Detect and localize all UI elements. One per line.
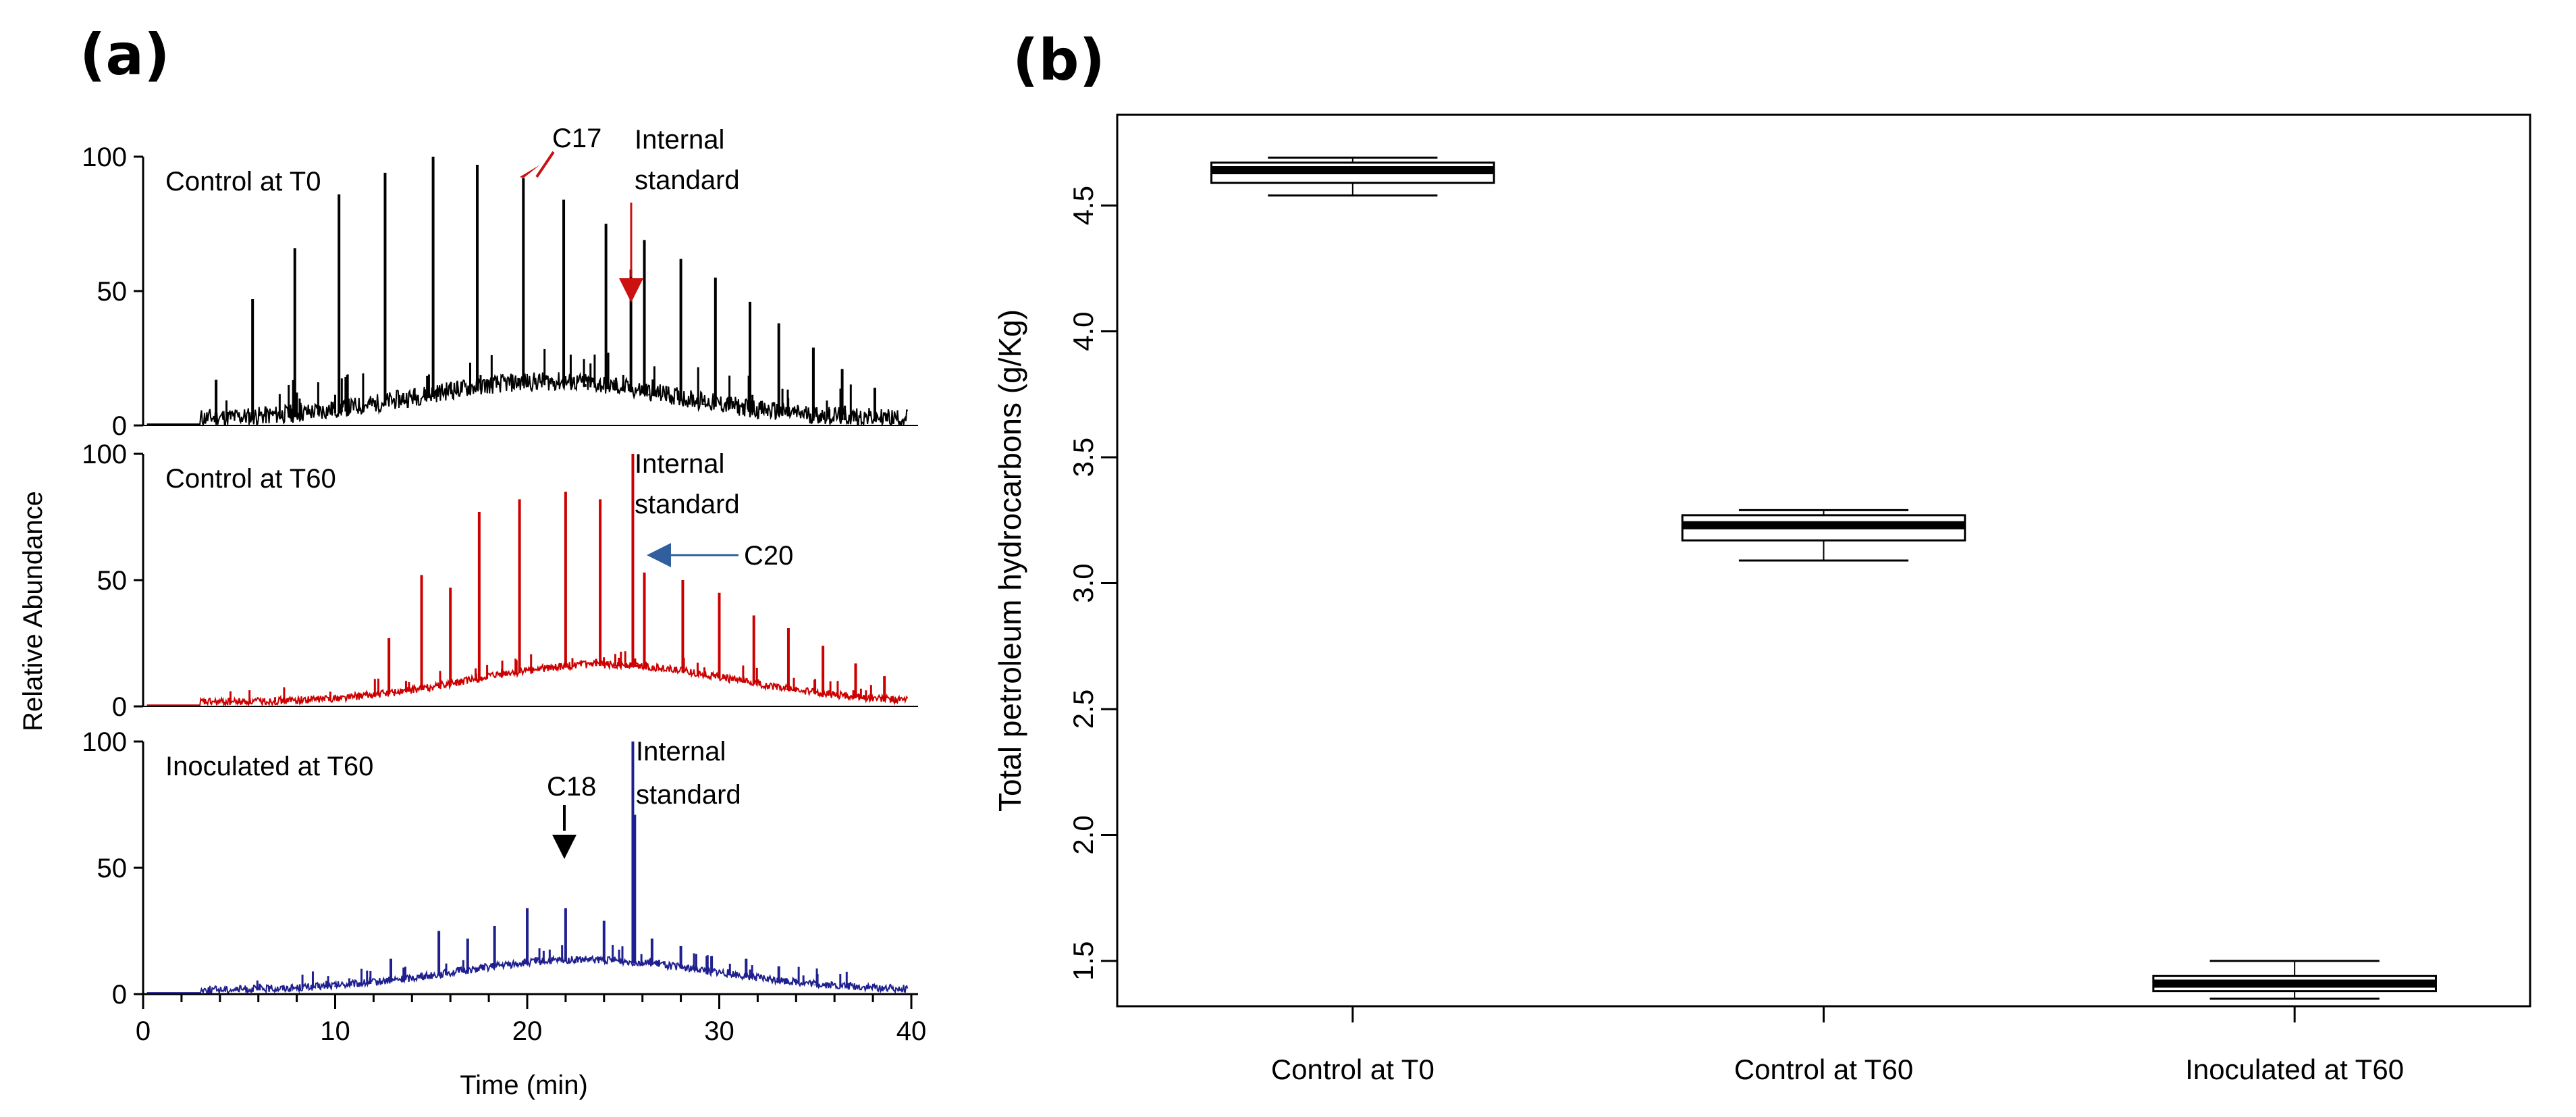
a-y-tick-label: 0 xyxy=(112,980,127,1010)
a-y-tick-label: 0 xyxy=(112,411,127,441)
annot-c17: C17 xyxy=(552,124,601,153)
panel-label-a: (a) xyxy=(80,22,169,88)
b-x-tick-label: Control at T0 xyxy=(1271,1054,1434,1085)
a-y-tick-label: 50 xyxy=(97,277,128,307)
b-y-tick-label: 2.0 xyxy=(1067,815,1099,854)
a-x-tick-label: 0 xyxy=(136,1016,151,1046)
chromatogram-traces: 0 10 20 30 40 0 50 100 Control at T0 0 50 100 Contro… xyxy=(82,142,926,1046)
a-y-tick-label: 100 xyxy=(82,440,127,469)
a-y-tick-label: 50 xyxy=(97,566,128,596)
chromatogram-panel: Relative Abundance Time (min) 0 10 20 30 40 0… xyxy=(18,124,926,1100)
annot-c20: C20 xyxy=(744,541,793,571)
annot-is-3: Internal xyxy=(636,737,726,767)
box-2: Control at T60 xyxy=(1681,509,1966,1085)
a-xlabel: Time (min) xyxy=(460,1070,588,1100)
a-y-tick-label: 100 xyxy=(82,142,127,172)
a-x-tick-label: 30 xyxy=(704,1016,734,1046)
annot-is-1: Internal xyxy=(635,125,724,155)
a-y-tick-label: 100 xyxy=(82,727,127,757)
b-x-tick-label: Control at T60 xyxy=(1734,1054,1913,1085)
b-y-tick-label: 4.5 xyxy=(1067,186,1099,225)
trace-1: 0 50 100 Control at T0 xyxy=(82,142,918,441)
b-y-tick-label: 1.5 xyxy=(1067,941,1099,981)
trace-3: 0 50 100 Inoculated at T60 xyxy=(82,727,909,1010)
chromatogram-annotations: C17 InternalstandardInternalstandardC20C1… xyxy=(520,124,793,859)
b-y-tick-label: 3.0 xyxy=(1067,563,1099,602)
trace-baseline xyxy=(146,659,909,708)
arrow-head xyxy=(520,165,540,178)
b-x-tick-label: Inoculated at T60 xyxy=(2185,1054,2404,1085)
arrow-head xyxy=(647,543,671,567)
b-ylabel: Total petroleum hydrocarbons (g/Kg) xyxy=(992,309,1027,812)
trace-label: Control at T0 xyxy=(165,167,321,197)
trace-label: Control at T60 xyxy=(165,464,336,494)
arrow-head xyxy=(619,278,643,303)
box-3: Inoculated at T60 xyxy=(2152,960,2437,1085)
a-x-tick-label: 40 xyxy=(896,1016,927,1046)
b-y-tick-label: 2.5 xyxy=(1067,690,1099,729)
a-x-tick-label: 10 xyxy=(320,1016,350,1046)
box-1: Control at T0 xyxy=(1210,156,1495,1085)
annot-is-3: standard xyxy=(636,780,741,810)
arrow-shaft xyxy=(535,151,555,178)
trace-baseline xyxy=(146,371,909,427)
b-y-tick-label: 4.0 xyxy=(1067,311,1099,350)
annot-is-1: standard xyxy=(635,165,740,195)
trace-baseline xyxy=(146,954,909,995)
trace-label: Inoculated at T60 xyxy=(165,752,373,781)
annot-is-2: Internal xyxy=(635,449,724,479)
panel-label-b: (b) xyxy=(1013,27,1105,93)
arrow-head xyxy=(552,835,576,859)
b-y-tick-label: 3.5 xyxy=(1067,438,1099,477)
trace-2: 0 50 100 Control at T60 xyxy=(82,440,918,722)
a-x-tick-label: 20 xyxy=(512,1016,543,1046)
annot-is-2: standard xyxy=(635,490,740,519)
a-y-tick-label: 0 xyxy=(112,692,127,722)
boxplot-marks: 1.5 2.0 2.5 3.0 3.5 4.0 4.5 Control at T0 Contro… xyxy=(1067,156,2437,1085)
a-y-tick-label: 50 xyxy=(97,854,128,883)
annot-c18: C18 xyxy=(547,772,596,802)
boxplot-panel: Total petroleum hydrocarbons (g/Kg) 1.5 2… xyxy=(992,113,2531,1085)
a-ylabel: Relative Abundance xyxy=(18,491,48,731)
